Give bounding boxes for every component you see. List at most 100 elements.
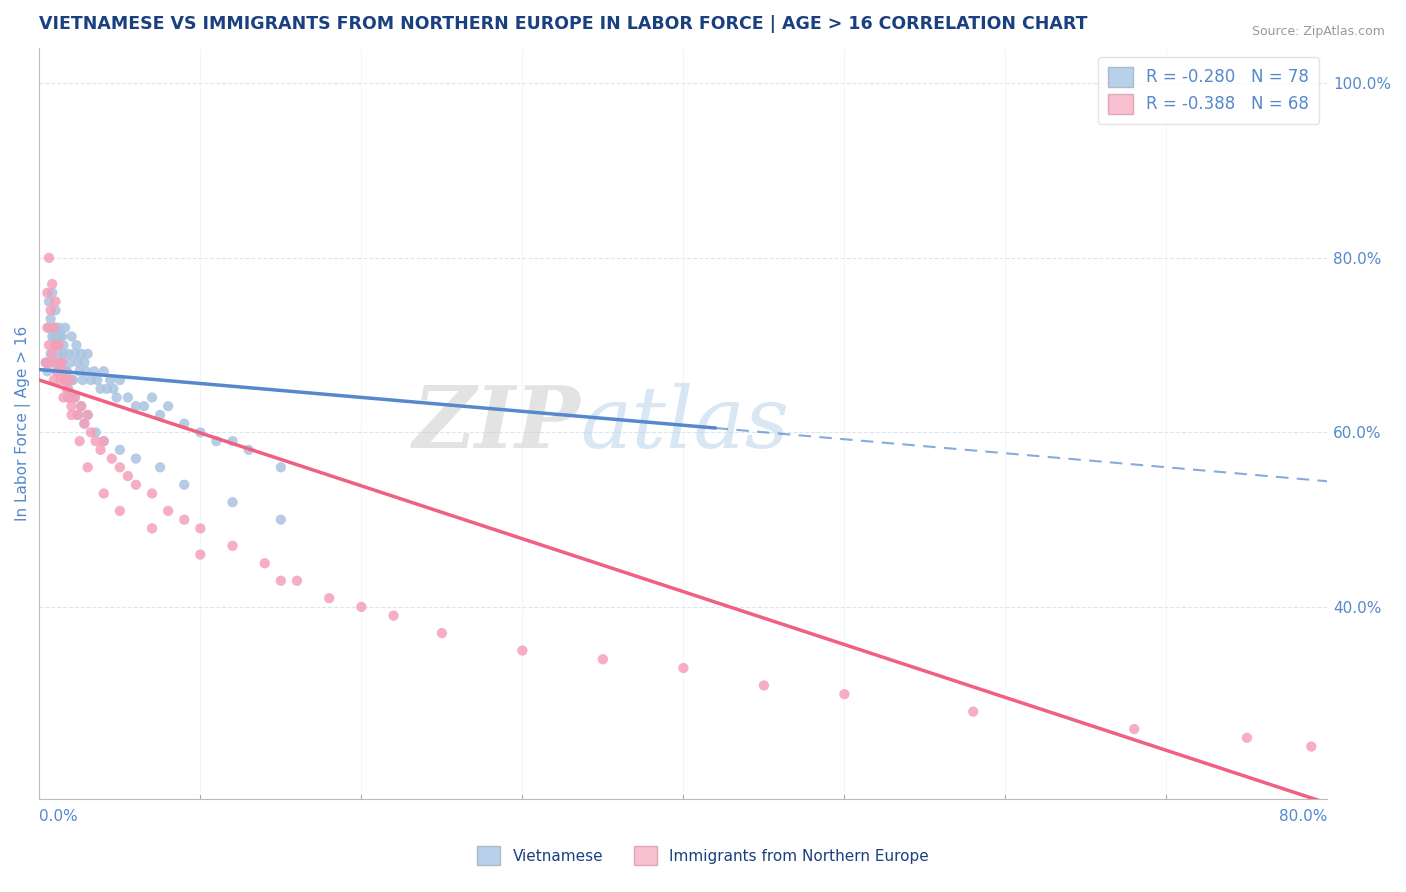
Point: [173, 477, 195, 491]
Point: [141, 486, 163, 500]
Point: [84, 425, 107, 440]
Point: [52, 391, 75, 405]
Point: [76, 347, 98, 361]
Point: [103, 382, 125, 396]
Point: [132, 399, 155, 413]
Point: [37, 285, 59, 300]
Point: [108, 504, 131, 518]
Point: [752, 678, 775, 692]
Point: [51, 364, 73, 378]
Point: [188, 548, 211, 562]
Point: [221, 539, 243, 553]
Point: [51, 355, 73, 369]
Point: [60, 329, 83, 343]
Y-axis label: In Labor Force | Age > 16: In Labor Force | Age > 16: [15, 326, 31, 521]
Point: [270, 513, 292, 527]
Point: [69, 434, 91, 449]
Point: [53, 373, 76, 387]
Point: [93, 486, 115, 500]
Point: [108, 442, 131, 457]
Point: [69, 364, 91, 378]
Point: [76, 408, 98, 422]
Point: [48, 347, 70, 361]
Point: [76, 460, 98, 475]
Text: Source: ZipAtlas.com: Source: ZipAtlas.com: [1251, 25, 1385, 38]
Point: [66, 408, 89, 422]
Point: [65, 338, 87, 352]
Point: [42, 373, 65, 387]
Point: [41, 277, 63, 291]
Text: 80.0%: 80.0%: [1279, 809, 1327, 824]
Point: [141, 391, 163, 405]
Point: [58, 347, 80, 361]
Point: [39, 347, 62, 361]
Point: [141, 521, 163, 535]
Point: [49, 355, 72, 369]
Point: [42, 329, 65, 343]
Point: [592, 652, 614, 666]
Point: [98, 373, 121, 387]
Point: [205, 434, 228, 449]
Point: [93, 364, 115, 378]
Point: [86, 373, 108, 387]
Point: [66, 355, 89, 369]
Point: [52, 338, 75, 352]
Point: [37, 320, 59, 334]
Text: VIETNAMESE VS IMMIGRANTS FROM NORTHERN EUROPE IN LABOR FORCE | AGE > 16 CORRELAT: VIETNAMESE VS IMMIGRANTS FROM NORTHERN E…: [39, 15, 1088, 33]
Point: [270, 460, 292, 475]
Point: [48, 355, 70, 369]
Point: [108, 460, 131, 475]
Point: [80, 373, 103, 387]
Point: [238, 442, 260, 457]
Point: [59, 355, 82, 369]
Point: [173, 513, 195, 527]
Point: [221, 434, 243, 449]
Point: [62, 373, 84, 387]
Point: [41, 285, 63, 300]
Point: [48, 320, 70, 334]
Point: [49, 329, 72, 343]
Point: [318, 591, 340, 606]
Point: [63, 391, 86, 405]
Point: [38, 294, 60, 309]
Point: [52, 347, 75, 361]
Point: [93, 434, 115, 449]
Point: [44, 338, 66, 352]
Point: [39, 312, 62, 326]
Point: [53, 373, 76, 387]
Point: [149, 408, 172, 422]
Point: [125, 451, 148, 466]
Point: [84, 434, 107, 449]
Legend: Vietnamese, Immigrants from Northern Europe: Vietnamese, Immigrants from Northern Eur…: [471, 840, 935, 871]
Point: [101, 451, 124, 466]
Point: [44, 303, 66, 318]
Point: [1236, 731, 1258, 745]
Point: [157, 399, 180, 413]
Point: [46, 338, 69, 352]
Point: [125, 477, 148, 491]
Point: [41, 329, 63, 343]
Point: [89, 442, 111, 457]
Point: [44, 294, 66, 309]
Point: [72, 373, 94, 387]
Point: [55, 382, 77, 396]
Point: [70, 399, 93, 413]
Legend: R = -0.280   N = 78, R = -0.388   N = 68: R = -0.280 N = 78, R = -0.388 N = 68: [1098, 57, 1319, 124]
Point: [188, 521, 211, 535]
Point: [46, 364, 69, 378]
Point: [35, 355, 58, 369]
Point: [73, 355, 96, 369]
Point: [73, 417, 96, 431]
Point: [157, 504, 180, 518]
Point: [35, 355, 58, 369]
Point: [672, 661, 695, 675]
Point: [42, 320, 65, 334]
Point: [44, 338, 66, 352]
Point: [53, 320, 76, 334]
Point: [51, 355, 73, 369]
Point: [89, 382, 111, 396]
Point: [75, 364, 97, 378]
Point: [44, 320, 66, 334]
Point: [60, 408, 83, 422]
Point: [58, 391, 80, 405]
